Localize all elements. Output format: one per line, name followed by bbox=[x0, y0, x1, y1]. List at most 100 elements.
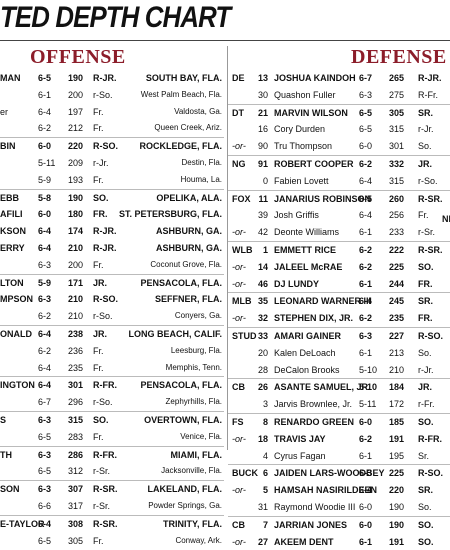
player-weight: 286 bbox=[68, 449, 84, 460]
defense-row: -or- 27 AKEEM DENT 6-1 191 SO. bbox=[228, 534, 450, 550]
player-weight: 200 bbox=[68, 89, 84, 100]
player-hometown: LONG BEACH, CALIF. bbox=[128, 328, 223, 339]
defense-row: WLB 1 EMMETT RICE 6-2 222 R-SR. bbox=[228, 240, 450, 259]
player-name: MPSON bbox=[0, 294, 34, 305]
player-weight: 235 bbox=[389, 313, 405, 324]
player-weight: 200 bbox=[68, 259, 84, 270]
player-height: 6-5 bbox=[359, 193, 373, 204]
position-label: -or- bbox=[232, 278, 246, 289]
defense-row: 28 DeCalon Brooks 5-10 210 r-Jr. bbox=[228, 362, 450, 379]
offense-heading: OFFENSE bbox=[30, 46, 126, 68]
player-weight: 195 bbox=[389, 450, 405, 461]
player-height: 6-0 bbox=[359, 416, 373, 427]
player-class: SO. bbox=[418, 536, 434, 547]
player-class: FR. bbox=[93, 209, 108, 220]
player-hometown: PENSACOLA, FLA. bbox=[140, 277, 222, 288]
player-class: SO. bbox=[418, 519, 434, 530]
player-name: STEPHEN DIX, JR. bbox=[274, 313, 354, 324]
player-class: R-SR. bbox=[418, 244, 443, 255]
defense-row: -or- 46 DJ LUNDY 6-1 244 FR. bbox=[228, 276, 450, 293]
player-height: 6-5 bbox=[38, 73, 52, 83]
position-label: -or- bbox=[232, 485, 246, 496]
player-name: ROBERT COOPER bbox=[274, 158, 354, 169]
column-divider bbox=[227, 46, 228, 450]
player-name: MAN bbox=[0, 73, 21, 83]
defense-row: FS 8 RENARDO GREEN 6-0 185 SO. bbox=[228, 412, 450, 431]
player-height: 6-2 bbox=[38, 123, 52, 134]
defense-row: -or- 90 Tru Thompson 6-0 301 So. bbox=[228, 138, 450, 155]
player-hometown: Memphis, Tenn. bbox=[165, 362, 222, 372]
player-height: 6-2 bbox=[38, 345, 52, 356]
player-height: 6-1 bbox=[359, 278, 373, 289]
player-height: 6-4 bbox=[38, 518, 52, 529]
offense-row: 6-2 210 r-So. Conyers, Ga. bbox=[0, 308, 224, 325]
player-class: r-Sr. bbox=[418, 227, 435, 238]
player-name: Raymond Woodie III bbox=[274, 501, 356, 512]
position-label: -or- bbox=[232, 433, 246, 444]
player-weight: 190 bbox=[68, 192, 84, 203]
player-weight: 238 bbox=[68, 328, 84, 339]
player-class: Sr. bbox=[418, 450, 430, 461]
player-height: 6-2 bbox=[359, 158, 373, 169]
player-class: JR. bbox=[93, 277, 108, 288]
player-weight: 235 bbox=[68, 362, 84, 373]
jersey-number: 20 bbox=[257, 347, 268, 358]
offense-row: 6-2 236 Fr. Leesburg, Fla. bbox=[0, 343, 224, 360]
jersey-number: 46 bbox=[257, 278, 268, 289]
offense-row: 6-7 296 r-So. Zephyrhills, Fla. bbox=[0, 394, 224, 411]
player-class: R-SO. bbox=[418, 468, 444, 479]
player-hometown: Coconut Grove, Fla. bbox=[150, 259, 222, 269]
player-weight: 185 bbox=[389, 416, 405, 427]
jersey-number: 26 bbox=[257, 382, 268, 393]
defense-row: MLB 35 LEONARD WARNER III 6-4 245 SR. bbox=[228, 292, 450, 310]
player-class: Fr. bbox=[93, 123, 104, 134]
player-weight: 305 bbox=[68, 535, 84, 546]
defense-row: -or- 18 TRAVIS JAY 6-2 191 R-FR. bbox=[228, 431, 450, 448]
player-class: SO. bbox=[418, 416, 434, 427]
defense-table: DE 13 JOSHUA KAINDOH 6-7 265 R-JR. 30 Quashon F… bbox=[228, 70, 450, 550]
player-weight: 315 bbox=[68, 414, 84, 425]
player-weight: 190 bbox=[68, 73, 84, 83]
defense-row: CB 26 ASANTE SAMUEL, JR. 5-10 184 JR. bbox=[228, 378, 450, 396]
player-name: DJ LUNDY bbox=[274, 278, 320, 289]
player-hometown: Leesburg, Fla. bbox=[170, 345, 222, 355]
player-weight: 275 bbox=[389, 89, 405, 100]
player-weight: 236 bbox=[68, 345, 84, 356]
player-class: R-FR. bbox=[93, 449, 117, 460]
player-name: er bbox=[0, 106, 9, 117]
defense-row: 39 Josh Griffis 6-4 256 Fr. bbox=[228, 207, 450, 224]
player-hometown: ROCKLEDGE, FLA. bbox=[139, 141, 223, 152]
player-name: JALEEL McRAE bbox=[274, 261, 343, 272]
position-label: -or- bbox=[232, 141, 246, 152]
player-weight: 193 bbox=[68, 174, 84, 185]
title-rule bbox=[0, 40, 450, 41]
offense-row: SON 6-3 307 R-SR. LAKELAND, FLA. bbox=[0, 480, 224, 498]
jersey-number: 7 bbox=[262, 519, 268, 530]
player-height: 6-5 bbox=[38, 466, 52, 477]
defense-heading: DEFENSE bbox=[351, 46, 447, 68]
jersey-number: 14 bbox=[257, 261, 268, 272]
defense-row: 16 Cory Durden 6-5 315 r-Jr. bbox=[228, 121, 450, 138]
player-hometown: SEFFNER, FLA. bbox=[155, 294, 222, 305]
offense-row: E-TAYLOR 6-4 308 R-SR. TRINITY, FLA. bbox=[0, 514, 224, 533]
player-class: r-Jr. bbox=[418, 364, 434, 375]
player-hometown: Queen Creek, Ariz. bbox=[154, 123, 222, 133]
player-weight: 308 bbox=[68, 518, 84, 529]
player-height: 6-3 bbox=[38, 259, 52, 270]
offense-row: S 6-3 315 SO. OVERTOWN, FLA. bbox=[0, 410, 224, 429]
player-name: DeCalon Brooks bbox=[274, 364, 340, 375]
player-weight: 225 bbox=[389, 261, 405, 272]
player-class: So. bbox=[418, 501, 432, 512]
player-name: SON bbox=[0, 484, 20, 495]
player-height: 6-1 bbox=[359, 450, 373, 461]
player-height: 6-4 bbox=[359, 210, 373, 221]
player-name: INGTON bbox=[0, 380, 35, 391]
defense-row: DE 13 JOSHUA KAINDOH 6-7 265 R-JR. bbox=[228, 70, 450, 87]
player-class: So. bbox=[418, 141, 432, 152]
position-label: WLB bbox=[232, 244, 253, 255]
offense-row: 6-6 317 r-Sr. Powder Springs, Ga. bbox=[0, 498, 224, 515]
player-class: r-Jr. bbox=[418, 124, 434, 135]
offense-row: TH 6-3 286 R-FR. MIAMI, FLA. bbox=[0, 445, 224, 464]
offense-row: AFILI 6-0 180 FR. ST. PETERSBURG, FLA. bbox=[0, 206, 224, 223]
player-name: ASANTE SAMUEL, JR. bbox=[274, 382, 371, 393]
